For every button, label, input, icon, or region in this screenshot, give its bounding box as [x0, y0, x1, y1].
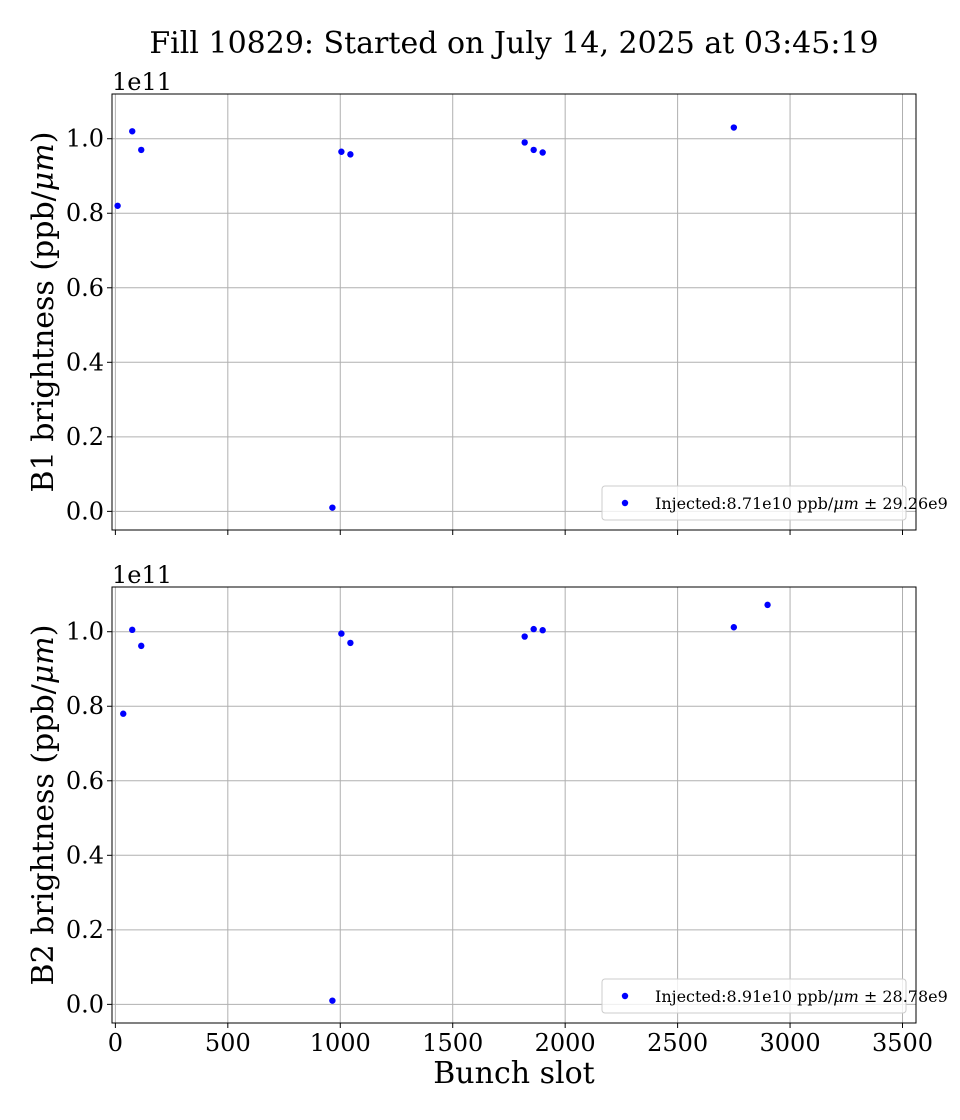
data-point [129, 128, 136, 135]
y-tick-label: 0.2 [66, 916, 104, 944]
plot-frame [111, 93, 917, 531]
chart-title: Fill 10829: Started on July 14, 2025 at … [149, 26, 878, 61]
data-point [539, 149, 546, 156]
legend-box [601, 485, 907, 521]
x-tick-label: 2000 [535, 1029, 596, 1057]
x-axis-label: Bunch slot [433, 1056, 594, 1091]
y-axis-label: B2 brightness (ppb/μm) [26, 625, 61, 986]
y-tick-label: 0.8 [66, 199, 104, 227]
data-point [347, 151, 354, 158]
data-point [347, 639, 354, 647]
legend-marker [621, 499, 629, 507]
data-point [730, 624, 738, 631]
plot-frame [111, 586, 917, 1024]
grid [112, 94, 916, 530]
x-tick-label: 2500 [647, 1029, 708, 1057]
data-point [129, 626, 136, 634]
legend-label: Injected:8.71e10 ppb/μm ± 29.26e9 [655, 494, 948, 513]
y-tick-label: 1.0 [66, 618, 104, 646]
x-tick-label: 500 [205, 1029, 251, 1057]
data-point [114, 202, 121, 209]
data-point [764, 601, 771, 609]
data-point [530, 146, 537, 154]
data-point [521, 139, 528, 146]
x-tick-label: 3000 [760, 1029, 821, 1057]
y-tick-label: 0.0 [66, 497, 104, 525]
data-point [138, 146, 145, 154]
x-tick-label: 1000 [310, 1029, 371, 1057]
y-tick-label: 0.6 [66, 274, 104, 302]
y-axis-label: B1 brightness (ppb/μm) [26, 132, 61, 493]
x-tick-label: 1500 [422, 1029, 483, 1057]
data-point [539, 627, 546, 634]
y-tick-label: 1.0 [66, 125, 104, 153]
legend: Injected:8.71e10 ppb/μm ± 29.26e9 [601, 485, 948, 521]
data-point [338, 630, 345, 637]
data-point [120, 710, 127, 717]
data-point [329, 504, 336, 511]
x-tick-label: 3500 [872, 1029, 933, 1057]
y-offset-label: 1e11 [112, 68, 172, 96]
legend-label: Injected:8.91e10 ppb/μm ± 28.78e9 [655, 987, 948, 1006]
y-tick-label: 0.4 [66, 841, 104, 869]
x-tick-label: 0 [108, 1029, 123, 1057]
legend-marker [621, 992, 629, 1000]
data-point [329, 997, 336, 1004]
panel-2: 0 500 1000 1500 2000 2500 3000 3500 0.0 0.2 0.4 0.6… [26, 561, 948, 1057]
panel-1: 0.0 0.2 0.4 0.6 0.8 1.0 1e11 B1 brightness (ppb… [26, 68, 948, 535]
grid [112, 587, 916, 1023]
y-tick-label: 0.4 [66, 348, 104, 376]
y-tick-label: 0.8 [66, 692, 104, 720]
legend: Injected:8.91e10 ppb/μm ± 28.78e9 [601, 978, 948, 1014]
y-tick-label: 0.0 [66, 990, 104, 1018]
legend-box [601, 978, 907, 1014]
data-point [530, 625, 537, 633]
data-point [338, 148, 345, 155]
y-tick-label: 0.2 [66, 423, 104, 451]
data-point [730, 124, 738, 131]
y-tick-label: 0.6 [66, 767, 104, 795]
data-point [138, 642, 145, 650]
y-offset-label: 1e11 [112, 561, 172, 589]
data-point [521, 633, 528, 640]
